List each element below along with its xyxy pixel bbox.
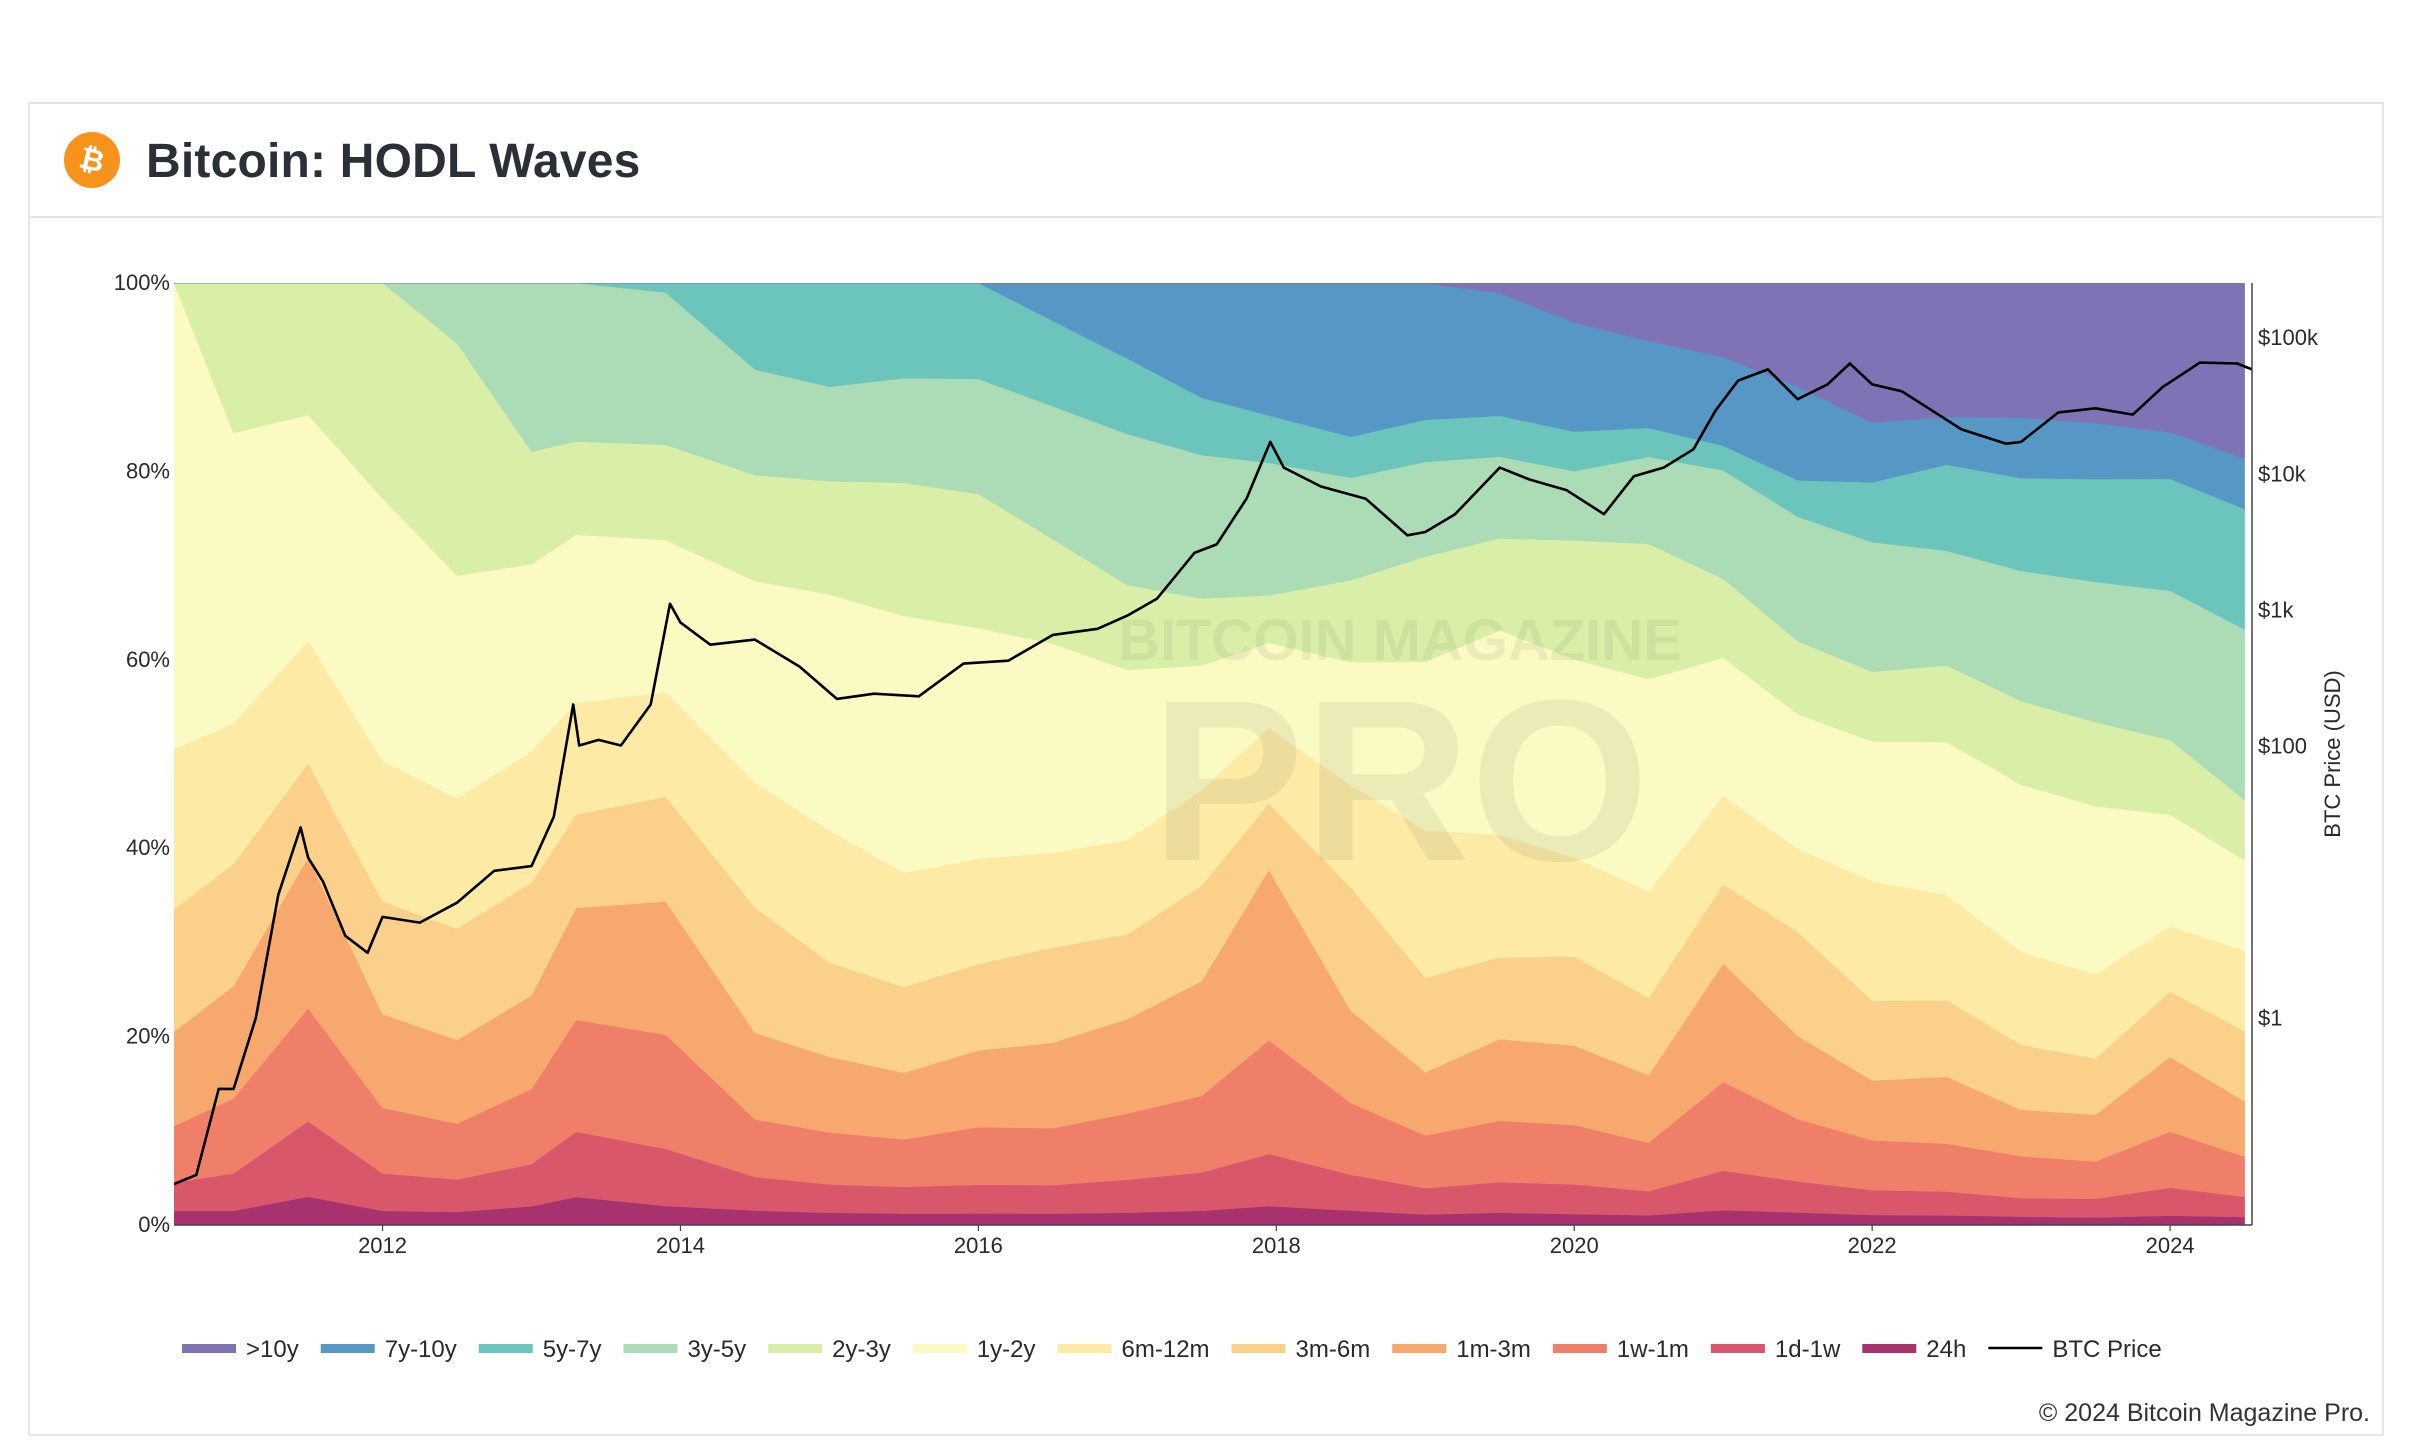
- legend-item-24h[interactable]: 24h: [1862, 1336, 1966, 1363]
- legend-label: 3m-6m: [1296, 1336, 1371, 1363]
- legend-item-6m-12m[interactable]: 6m-12m: [1057, 1336, 1210, 1363]
- legend-swatch: [478, 1344, 533, 1353]
- legend-swatch: [1862, 1344, 1917, 1353]
- watermark-line2: PRO: [1151, 652, 1649, 909]
- y-tick-label: 80%: [126, 458, 170, 483]
- legend-swatch: [320, 1344, 375, 1353]
- bitcoin-icon: ₿: [64, 132, 120, 188]
- y2-tick-label: $1: [2258, 1006, 2282, 1031]
- legend-swatch: [1710, 1344, 1765, 1353]
- legend-label: >10y: [246, 1336, 299, 1363]
- legend-swatch: [1231, 1344, 1286, 1353]
- legend-item-3y-5y[interactable]: 3y-5y: [623, 1336, 746, 1363]
- legend-label: 7y-10y: [385, 1336, 457, 1363]
- x-tick-label: 2012: [358, 1233, 407, 1258]
- legend-item-5y-7y[interactable]: 5y-7y: [478, 1336, 602, 1363]
- area-5y-7y: [174, 283, 2245, 630]
- legend-label: 2y-3y: [832, 1336, 891, 1363]
- y-tick-label: 0%: [138, 1212, 170, 1237]
- y2-axis-label: BTC Price (USD): [2320, 670, 2345, 837]
- legend-swatch: [1552, 1344, 1607, 1353]
- legend-swatch: [623, 1344, 678, 1353]
- legend-swatch: [1057, 1344, 1112, 1353]
- x-tick-label: 2014: [656, 1233, 705, 1258]
- legend-item-7y-10y[interactable]: 7y-10y: [320, 1336, 457, 1363]
- legend-label: 5y-7y: [543, 1336, 602, 1363]
- legend: >10y 7y-10y 5y-7y 3y-5y 2y-3y 1y-2y 6m-12m 3m-6…: [182, 1336, 2162, 1363]
- legend-label: BTC Price: [2052, 1336, 2161, 1363]
- legend-label: 1d-1w: [1775, 1336, 1841, 1363]
- x-tick-label: 2018: [1252, 1233, 1301, 1258]
- y-tick-label: 60%: [126, 647, 170, 672]
- legend-item-3m-6m[interactable]: 3m-6m: [1231, 1336, 1371, 1363]
- legend-swatch: [768, 1344, 823, 1353]
- legend-swatch: [912, 1344, 967, 1353]
- y-tick-label: 40%: [126, 835, 170, 860]
- x-tick-label: 2016: [954, 1233, 1003, 1258]
- legend-swatch: [1392, 1344, 1447, 1353]
- y2-tick-label: $10k: [2258, 461, 2307, 486]
- y2-tick-label: $100k: [2258, 325, 2319, 350]
- legend-item-1y-2y[interactable]: 1y-2y: [912, 1336, 1036, 1363]
- legend-label: 3y-5y: [687, 1336, 746, 1363]
- copyright-text: © 2024 Bitcoin Magazine Pro.: [2038, 1399, 2370, 1427]
- legend-label: 24h: [1926, 1336, 1966, 1363]
- y-tick-label: 100%: [114, 270, 170, 295]
- x-tick-label: 2022: [1848, 1233, 1897, 1258]
- legend-item-1w-1m[interactable]: 1w-1m: [1552, 1336, 1689, 1363]
- legend-label: 1w-1m: [1617, 1336, 1689, 1363]
- page-title: Bitcoin: HODL Waves: [146, 135, 641, 188]
- legend-swatch: [182, 1344, 236, 1353]
- watermark-line1: BITCOIN MAGAZINE: [1118, 608, 1682, 673]
- y2-tick-label: $1k: [2258, 597, 2294, 622]
- x-tick-label: 2020: [1550, 1233, 1599, 1258]
- area-7y-10y: [174, 283, 2245, 510]
- legend-item-10y[interactable]: >10y: [182, 1336, 299, 1363]
- legend-item-2y-3y[interactable]: 2y-3y: [768, 1336, 891, 1363]
- card-header: ₿ Bitcoin: HODL Waves: [30, 104, 2382, 218]
- y2-tick-label: $100: [2258, 733, 2307, 758]
- area-layers: [174, 283, 2245, 1225]
- legend-item-1m-3m[interactable]: 1m-3m: [1392, 1336, 1531, 1363]
- legend-item-btc-price[interactable]: BTC Price: [1988, 1336, 2162, 1363]
- legend-label: 6m-12m: [1122, 1336, 1210, 1363]
- area-10y: [174, 283, 2245, 460]
- btc-price-line: [174, 361, 2252, 1186]
- legend-label: 1m-3m: [1456, 1336, 1531, 1363]
- legend-label: 1y-2y: [977, 1336, 1036, 1363]
- x-tick-label: 2024: [2146, 1233, 2195, 1258]
- y-tick-label: 20%: [126, 1024, 170, 1049]
- legend-item-1d-1w[interactable]: 1d-1w: [1710, 1336, 1841, 1363]
